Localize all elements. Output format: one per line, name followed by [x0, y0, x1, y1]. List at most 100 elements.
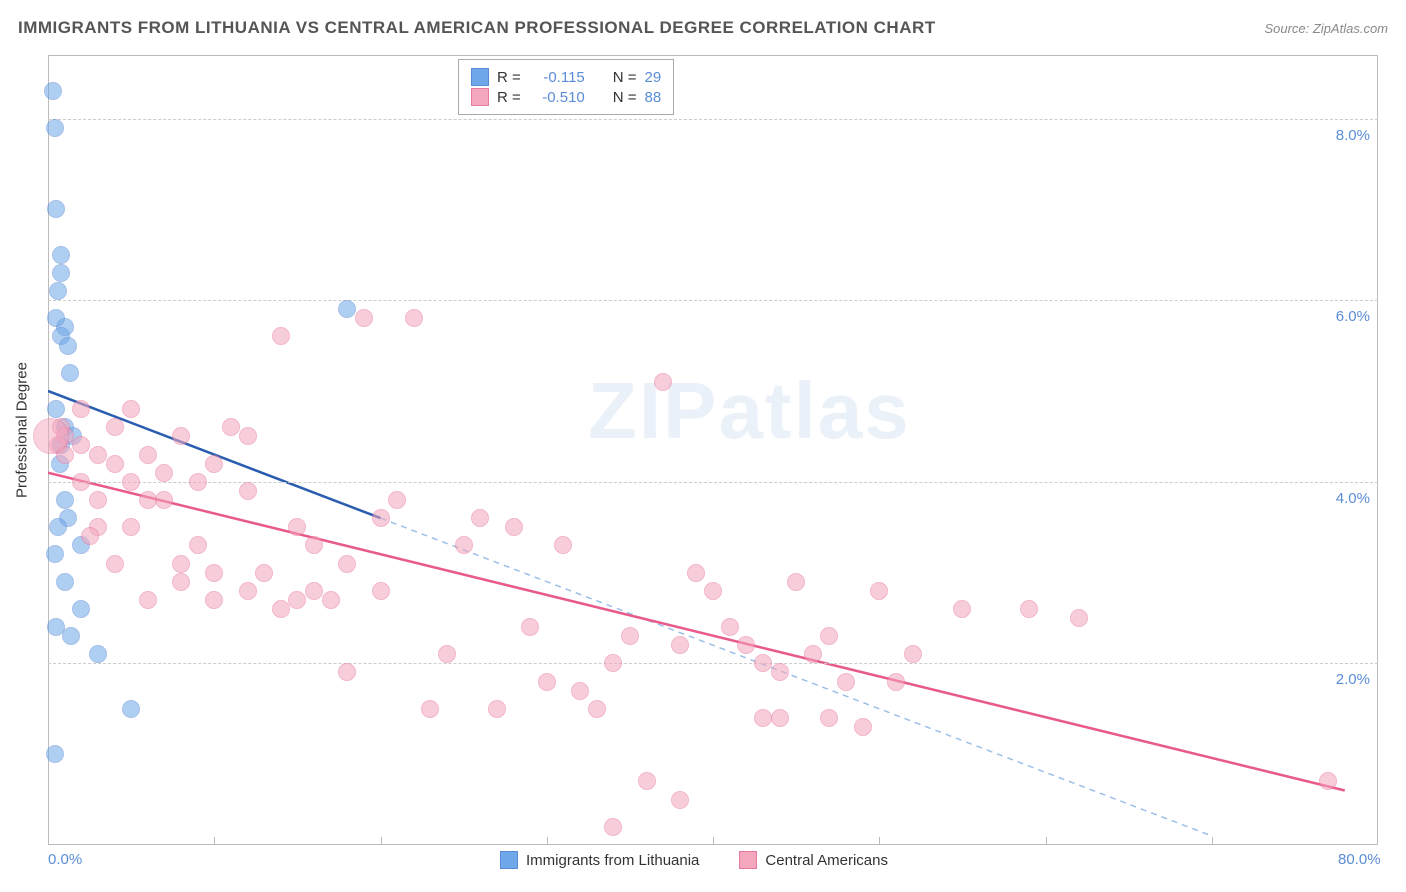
point-central-american	[654, 373, 672, 391]
point-central-american	[122, 473, 140, 491]
scatter-plot: ZIPatlas 2.0%4.0%6.0%8.0% R = -0.115 N =…	[48, 55, 1378, 845]
point-central-american	[172, 427, 190, 445]
point-central-american	[405, 309, 423, 327]
point-central-american	[172, 555, 190, 573]
n-value: 29	[645, 69, 662, 86]
point-lithuania	[52, 264, 70, 282]
point-central-american	[870, 582, 888, 600]
point-central-american	[421, 700, 439, 718]
point-central-american	[288, 591, 306, 609]
point-central-american	[771, 663, 789, 681]
point-central-american	[272, 327, 290, 345]
point-central-american	[638, 772, 656, 790]
point-central-american	[621, 627, 639, 645]
legend-item: Central Americans	[739, 851, 888, 869]
point-lithuania	[46, 545, 64, 563]
point-central-american	[820, 627, 838, 645]
point-central-american	[837, 673, 855, 691]
point-lithuania	[49, 518, 67, 536]
point-central-american	[438, 645, 456, 663]
point-central-american	[239, 582, 257, 600]
point-central-american	[305, 582, 323, 600]
point-central-american	[72, 436, 90, 454]
plot-border	[48, 55, 1378, 845]
point-central-american	[488, 700, 506, 718]
point-central-american	[205, 564, 223, 582]
y-tick-label: 6.0%	[1336, 308, 1370, 325]
point-central-american	[854, 718, 872, 736]
point-lithuania	[44, 82, 62, 100]
point-lithuania	[62, 627, 80, 645]
point-central-american	[205, 455, 223, 473]
point-lithuania	[56, 573, 74, 591]
title-bar: IMMIGRANTS FROM LITHUANIA VS CENTRAL AME…	[18, 18, 1388, 38]
point-central-american	[272, 600, 290, 618]
legend-row: R = -0.115 N = 29	[471, 68, 661, 86]
legend-item: Immigrants from Lithuania	[500, 851, 699, 869]
point-lithuania	[89, 645, 107, 663]
point-central-american	[771, 709, 789, 727]
point-central-american	[106, 418, 124, 436]
point-central-american	[754, 654, 772, 672]
point-central-american	[754, 709, 772, 727]
point-lithuania	[47, 400, 65, 418]
point-central-american	[122, 518, 140, 536]
x-tick	[1046, 837, 1047, 845]
point-central-american	[338, 663, 356, 681]
point-central-american	[604, 818, 622, 836]
point-central-american	[804, 645, 822, 663]
point-central-american	[72, 400, 90, 418]
point-central-american	[239, 427, 257, 445]
r-label: R =	[497, 89, 521, 106]
point-lithuania	[59, 337, 77, 355]
r-value: -0.510	[529, 89, 585, 106]
n-label: N =	[613, 69, 637, 86]
x-tick-label: 0.0%	[48, 851, 82, 868]
point-lithuania	[61, 364, 79, 382]
x-tick	[547, 837, 548, 845]
point-central-american	[787, 573, 805, 591]
point-lithuania	[338, 300, 356, 318]
point-central-american	[820, 709, 838, 727]
y-tick-label: 8.0%	[1336, 127, 1370, 144]
legend-label: Immigrants from Lithuania	[526, 852, 699, 869]
legend-swatch	[471, 68, 489, 86]
point-central-american	[588, 700, 606, 718]
r-value: -0.115	[529, 69, 585, 86]
point-central-american	[106, 555, 124, 573]
point-lithuania	[47, 200, 65, 218]
grid-line	[48, 119, 1378, 120]
point-central-american	[887, 673, 905, 691]
n-value: 88	[645, 89, 662, 106]
point-central-american	[89, 491, 107, 509]
source-label: Source: ZipAtlas.com	[1264, 21, 1388, 36]
y-tick-label: 4.0%	[1336, 490, 1370, 507]
grid-line	[48, 300, 1378, 301]
point-lithuania	[46, 119, 64, 137]
legend-swatch	[471, 88, 489, 106]
legend-label: Central Americans	[765, 852, 888, 869]
point-central-american	[1319, 772, 1337, 790]
point-central-american	[255, 564, 273, 582]
point-central-american	[505, 518, 523, 536]
point-central-american	[737, 636, 755, 654]
x-tick	[381, 837, 382, 845]
point-central-american	[155, 464, 173, 482]
point-central-american	[205, 591, 223, 609]
y-axis-label: Professional Degree	[14, 362, 31, 498]
point-lithuania	[56, 491, 74, 509]
x-tick	[879, 837, 880, 845]
point-central-american	[904, 645, 922, 663]
point-central-american	[372, 582, 390, 600]
point-central-american	[155, 491, 173, 509]
point-central-american	[305, 536, 323, 554]
point-central-american	[671, 636, 689, 654]
point-central-american	[322, 591, 340, 609]
point-central-american	[139, 491, 157, 509]
point-lithuania	[72, 600, 90, 618]
point-central-american	[189, 473, 207, 491]
point-central-american	[388, 491, 406, 509]
legend-swatch	[739, 851, 757, 869]
chart-title: IMMIGRANTS FROM LITHUANIA VS CENTRAL AME…	[18, 18, 936, 38]
x-tick	[1212, 837, 1213, 845]
